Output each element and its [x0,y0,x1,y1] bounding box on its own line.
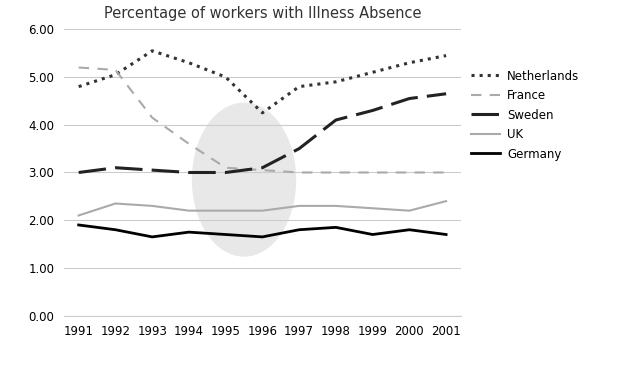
Legend: Netherlands, France, Sweden, UK, Germany: Netherlands, France, Sweden, UK, Germany [470,70,579,161]
Ellipse shape [193,103,296,256]
Title: Percentage of workers with Illness Absence: Percentage of workers with Illness Absen… [104,6,421,21]
